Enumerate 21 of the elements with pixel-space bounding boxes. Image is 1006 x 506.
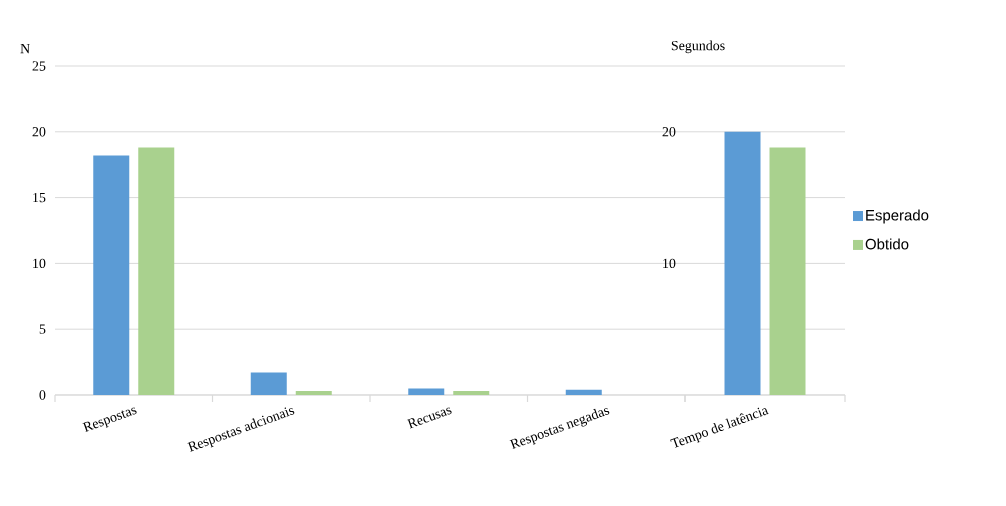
y-tick-label: 10 xyxy=(33,258,46,269)
bar xyxy=(408,388,445,395)
y-tick-label: 20 xyxy=(662,127,676,137)
y-tick-label: 5 xyxy=(39,324,46,334)
bar xyxy=(93,155,130,395)
x-tick-label: Recusas xyxy=(406,407,452,429)
bar xyxy=(453,391,490,395)
y-tick-label: 20 xyxy=(32,127,46,137)
y-tick-label: 10 xyxy=(663,258,676,269)
legend-label: Esperado xyxy=(866,209,929,224)
bar xyxy=(295,391,332,395)
y-tick-label: 0 xyxy=(39,390,46,400)
bar xyxy=(250,372,287,395)
legend-label: Obtido xyxy=(865,238,909,250)
y-axis-title: Segundos xyxy=(671,40,725,54)
y-tick-label: 15 xyxy=(33,192,46,203)
bar xyxy=(565,389,602,395)
y-tick-label: 25 xyxy=(32,61,46,71)
x-tick-label: Tempo de latência xyxy=(670,407,769,448)
bar xyxy=(138,147,175,395)
y-axis-title: N xyxy=(20,44,30,54)
